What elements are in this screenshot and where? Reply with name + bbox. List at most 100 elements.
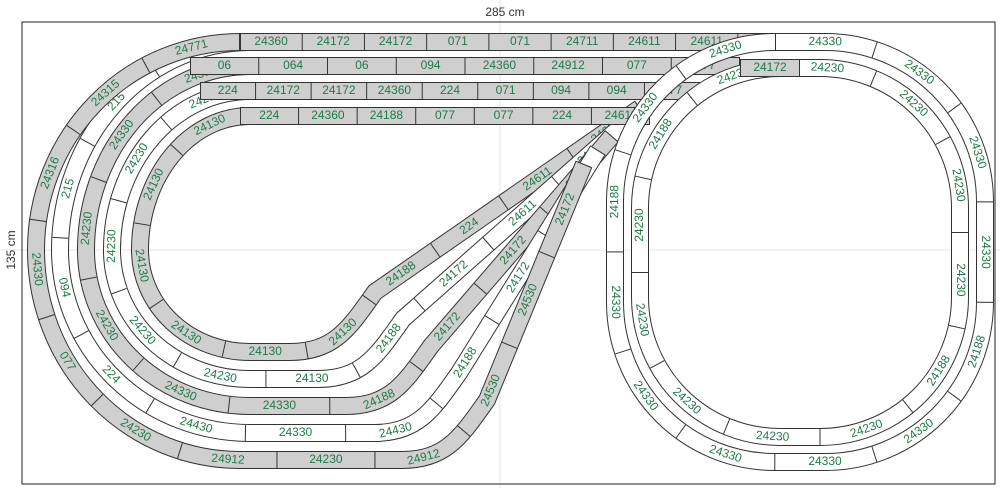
track-label: 24188: [607, 185, 621, 219]
track-label: 064: [283, 58, 303, 72]
width-label: 285 cm: [485, 5, 524, 19]
track: 224 24172 24172 24360 224 071 094 094 077: [200, 82, 700, 100]
track-bed: [77, 58, 619, 414]
track-label: 071: [510, 34, 530, 48]
track-label: 094: [607, 83, 627, 97]
height-label: 135 cm: [4, 230, 18, 269]
track-joint: [430, 397, 443, 409]
track-joint: [227, 396, 231, 413]
track-label: 24172: [753, 60, 787, 74]
track-label: 224: [440, 83, 460, 97]
track-joint: [576, 160, 592, 168]
track-joint: [948, 324, 965, 330]
track-joint: [947, 102, 962, 114]
track-label: 24130: [132, 248, 151, 284]
track-joint: [615, 149, 631, 156]
track-label: 24360: [254, 34, 288, 48]
track-label: 24230: [954, 263, 968, 297]
track-joint: [132, 357, 145, 371]
track-label: 071: [496, 83, 516, 97]
track-joint: [482, 237, 494, 250]
track: 24172: [740, 59, 800, 77]
track-edge: [606, 33, 994, 471]
track-joint: [590, 145, 605, 156]
track-label: 06: [218, 58, 232, 72]
track-joint: [304, 342, 309, 359]
track-label: 24172: [267, 83, 301, 97]
track-joint: [149, 298, 164, 309]
track-joint: [91, 394, 104, 407]
track-joint: [110, 198, 127, 204]
track-label: 24360: [311, 108, 345, 122]
track: 224 24360 24188 077 077 224 24611: [240, 107, 650, 125]
track-label: 24230: [810, 59, 844, 75]
track-joint: [66, 124, 81, 135]
track-joint: [413, 298, 426, 311]
track-label: 24230: [949, 167, 968, 202]
track-joint: [871, 42, 878, 58]
track-label: 24230: [633, 302, 652, 337]
track-label: 094: [551, 83, 571, 97]
tracks: 2413024130241302413024130241302418822424…: [26, 33, 994, 471]
track-joint: [111, 287, 127, 295]
track-label: 24330: [808, 454, 842, 468]
track-joint: [871, 446, 878, 462]
track-label: 077: [627, 58, 647, 72]
track-joint: [80, 137, 95, 147]
track-label: 24188: [370, 108, 404, 122]
track-joint: [723, 418, 731, 435]
track-joint: [134, 222, 151, 226]
track-label: 24360: [378, 83, 412, 97]
track: 2413024130241302413024130241302418822424…: [130, 100, 646, 361]
track-joint: [409, 361, 424, 372]
track-joint: [484, 315, 500, 325]
track-label: 06: [355, 58, 369, 72]
track-joint: [474, 283, 487, 295]
track-joint: [635, 175, 652, 181]
track-joint: [145, 398, 155, 413]
track-joint: [30, 218, 47, 222]
track-joint: [74, 330, 89, 339]
track-label: 215: [58, 176, 77, 199]
track-joint: [947, 391, 962, 402]
track-label: 24172: [322, 83, 356, 97]
track-bed: [607, 34, 993, 470]
track-label: 224: [259, 108, 279, 122]
track-label: 24611: [628, 34, 661, 48]
track-joint: [170, 144, 184, 156]
track-joint: [90, 176, 107, 183]
track-joint: [675, 65, 687, 80]
track-label: 24330: [609, 285, 623, 319]
track-label: 24172: [317, 34, 351, 48]
track-joint: [141, 58, 151, 73]
track-label: 094: [421, 58, 441, 72]
track-joint: [650, 360, 665, 369]
track-joint: [539, 251, 555, 259]
track-label: 24230: [309, 452, 343, 466]
track-bed: [51, 34, 605, 441]
track-joint: [52, 236, 69, 239]
track-joint: [352, 362, 361, 378]
track-label: 24711: [566, 34, 599, 48]
track-label: 24912: [551, 58, 585, 72]
track-label: 077: [494, 108, 514, 122]
track-joint: [151, 92, 162, 106]
track-joint: [686, 92, 698, 106]
track-joint: [173, 352, 182, 367]
track-label: 24230: [78, 211, 95, 246]
track-label: 24330: [979, 235, 993, 269]
track-label: 224: [552, 108, 572, 122]
track-bed: [27, 34, 592, 468]
track-joint: [80, 276, 97, 281]
track-label: 24130: [295, 371, 329, 385]
track-label: 24130: [249, 344, 283, 358]
track-edge: [631, 59, 969, 446]
track-joint: [362, 294, 377, 306]
track-label: 24230: [756, 428, 790, 444]
track-label: 077: [435, 108, 455, 122]
track-label: 24230: [203, 365, 239, 385]
track-joint: [935, 136, 950, 145]
